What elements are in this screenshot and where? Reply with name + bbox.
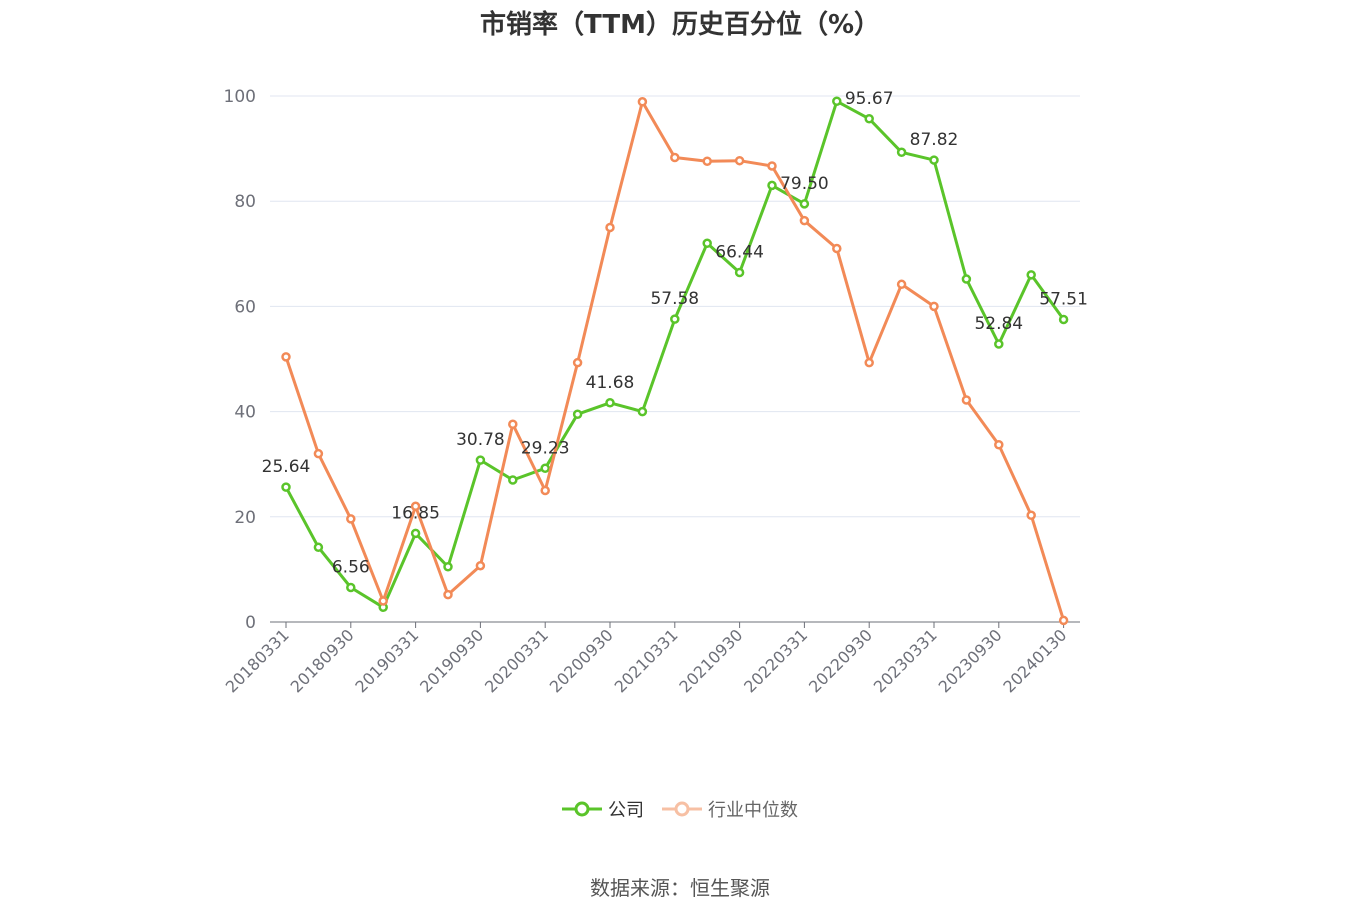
data-label: 16.85: [391, 503, 440, 523]
x-tick-label: 20230331: [870, 625, 941, 696]
x-tick-label: 20190930: [416, 625, 487, 696]
x-axis: 2018033120180930201903312019093020200331…: [222, 621, 1080, 696]
line-chart: 0 20 40 60 80 100 201803312018093020190331201…: [222, 87, 1088, 696]
data-point: [670, 152, 680, 163]
series-group: [281, 96, 1069, 626]
data-point: [864, 114, 874, 124]
data-point: [443, 562, 453, 572]
series-line-0: [284, 99, 1065, 609]
data-point: [508, 475, 518, 485]
y-tick-label: 40: [234, 403, 256, 423]
data-point: [605, 222, 615, 233]
x-tick-label: 20220930: [805, 625, 876, 696]
data-point: [508, 419, 518, 429]
data-label: 57.58: [650, 289, 699, 309]
legend: 公司 行业中位数: [0, 796, 1360, 822]
x-tick-label: 20210930: [675, 625, 746, 696]
data-point: [734, 155, 745, 166]
x-tick-label: 20210331: [611, 625, 682, 696]
data-point: [799, 199, 810, 209]
chart-title: 市销率（TTM）历史百分位（%）: [480, 10, 880, 40]
data-point: [896, 147, 907, 158]
data-point: [443, 589, 453, 600]
data-label: 41.68: [586, 373, 635, 393]
data-label: 95.67: [845, 89, 894, 109]
data-label: 30.78: [456, 430, 505, 450]
legend-item-industry[interactable]: 行业中位数: [662, 796, 798, 822]
data-point: [702, 156, 712, 166]
y-tick-label: 0: [245, 613, 256, 633]
data-labels: 25.64 6.56 16.85 30.78 29.23 41.68 57.58 66.44 7…: [262, 89, 1088, 578]
x-tick-label: 20240130: [999, 625, 1070, 696]
data-point: [961, 274, 972, 284]
y-tick-label: 80: [234, 192, 256, 212]
data-point: [832, 243, 842, 254]
data-label: 66.44: [715, 243, 764, 263]
data-point: [1026, 510, 1036, 520]
data-point: [994, 339, 1004, 349]
data-point: [410, 528, 421, 539]
y-tick-label: 20: [234, 508, 256, 528]
data-point: [1058, 314, 1069, 325]
data-point: [572, 357, 583, 368]
data-point: [346, 514, 356, 524]
data-point: [637, 97, 648, 107]
data-point: [767, 161, 777, 171]
data-point: [605, 398, 615, 408]
data-point: [994, 439, 1004, 450]
data-point: [572, 409, 583, 419]
data-point: [799, 215, 810, 226]
y-tick-label: 60: [234, 297, 256, 317]
data-label: 29.23: [521, 438, 570, 458]
data-point: [540, 485, 550, 496]
data-label: 87.82: [910, 130, 959, 150]
legend-item-company[interactable]: 公司: [562, 796, 644, 822]
data-point: [346, 582, 356, 593]
x-tick-label: 20200930: [546, 625, 617, 696]
legend-industry-icon: [662, 801, 702, 817]
data-point: [637, 406, 648, 417]
data-point: [929, 301, 939, 312]
data-point: [864, 357, 874, 368]
data-point: [896, 279, 907, 290]
legend-label-industry: 行业中位数: [708, 800, 798, 821]
data-point: [378, 596, 388, 606]
data-point: [929, 155, 939, 165]
data-point: [475, 560, 486, 571]
y-tick-label: 100: [224, 87, 256, 107]
data-point: [410, 501, 421, 512]
data-point: [281, 482, 291, 492]
data-point: [281, 352, 291, 362]
data-point: [1058, 615, 1069, 626]
data-point: [475, 455, 486, 465]
data-point: [313, 542, 324, 553]
y-axis: 0 20 40 60 80 100: [224, 87, 256, 633]
grid-lines: [270, 95, 1080, 518]
legend-company-icon: [562, 801, 602, 817]
x-tick-label: 20180930: [287, 625, 358, 696]
series-line-1: [284, 100, 1066, 621]
data-point: [832, 96, 842, 107]
source-note: 数据来源：恒生聚源: [590, 876, 770, 900]
legend-label-company: 公司: [608, 800, 644, 821]
data-label: 79.50: [780, 174, 829, 194]
x-tick-label: 20220331: [740, 625, 811, 696]
x-tick-label: 20200331: [481, 625, 552, 696]
data-point: [767, 180, 777, 191]
data-point: [670, 314, 680, 324]
data-label: 57.51: [1039, 289, 1088, 309]
x-tick-label: 20190331: [351, 625, 422, 696]
data-label: 25.64: [262, 457, 311, 477]
data-label: 6.56: [332, 557, 370, 577]
data-point: [313, 448, 324, 459]
data-point: [540, 463, 550, 474]
data-point: [961, 395, 972, 405]
x-tick-label: 20230930: [935, 625, 1006, 696]
x-tick-label: 20180331: [222, 625, 293, 696]
data-label: 52.84: [974, 314, 1023, 334]
data-point: [1026, 270, 1036, 280]
data-point: [702, 238, 712, 249]
data-point: [734, 267, 745, 278]
